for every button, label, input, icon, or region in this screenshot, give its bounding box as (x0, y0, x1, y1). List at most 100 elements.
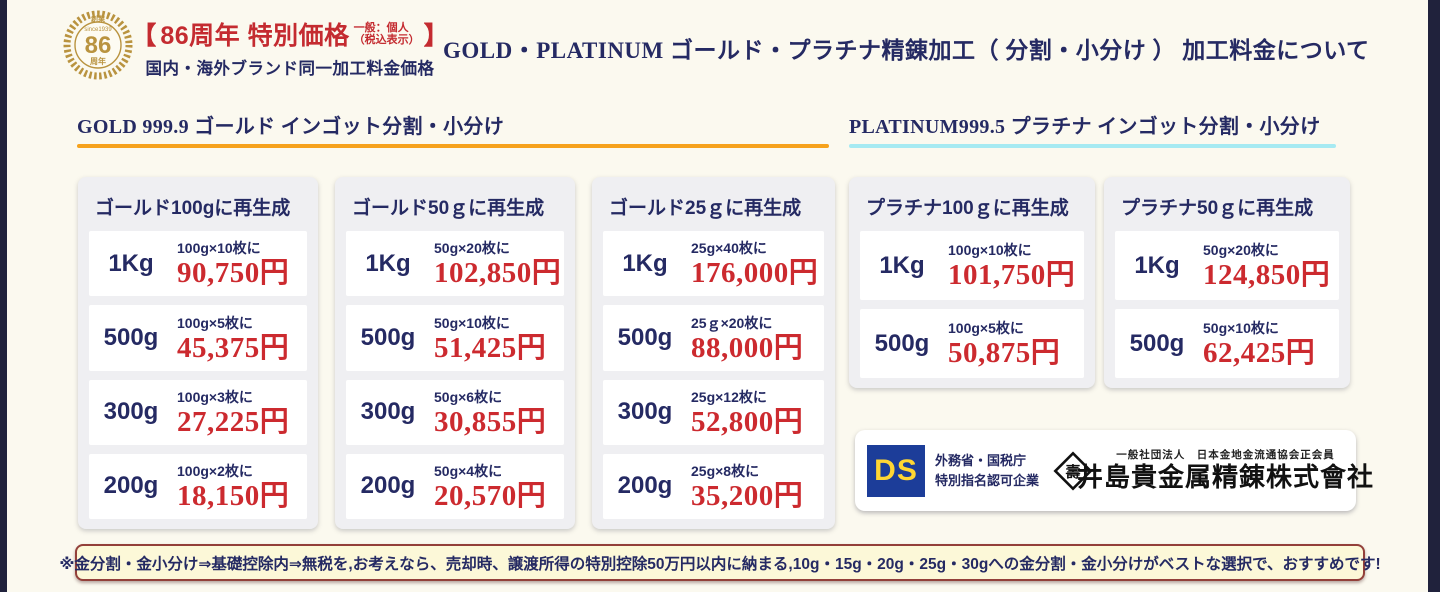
price-row: 1Kg 50g×20枚に 102,850円 (346, 231, 564, 297)
price-row: 1Kg 50g×20枚に 124,850円 (1115, 231, 1339, 300)
price-card-gold-25g: ゴールド25ｇに再生成 1Kg 25g×40枚に 176,000円 500g 2… (592, 177, 835, 529)
piece-count-label: 100g×2枚に (177, 463, 253, 480)
tax-note-top: 一般：個人 (353, 21, 409, 34)
piece-count-label: 100g×5枚に (948, 320, 1024, 337)
weight-label: 200g (617, 472, 673, 500)
same-fee-label: 国内・海外ブランド同一加工料金価格 (145, 60, 435, 78)
price-card-gold-100g: ゴールド100gに再生成 1Kg 100g×10枚に 90,750円 500g … (78, 177, 318, 529)
price-value: 51,425円 (434, 331, 547, 364)
price-card-platinum-100g: プラチナ100ｇに再生成 1Kg 100g×10枚に 101,750円 500g… (849, 177, 1095, 388)
card-title: プラチナ100ｇに再生成 (866, 198, 1069, 219)
badge-number: 86 (85, 32, 112, 59)
weight-label: 1Kg (622, 249, 668, 277)
piece-count-label: 50g×6枚に (434, 388, 503, 405)
piece-count-label: 50g×10枚に (434, 314, 510, 331)
price-value: 52,800円 (691, 405, 804, 438)
bracket-close: 】 (423, 22, 449, 50)
company-banner: DS 外務省・国税庁 特別指名認可企業 壽 一般社団法人 日本金地金流通協会正会… (855, 430, 1373, 511)
price-row: 1Kg 25g×40枚に 176,000円 (603, 231, 824, 297)
card-title: ゴールド25ｇに再生成 (609, 198, 802, 219)
price-row: 300g 25g×12枚に 52,800円 (603, 379, 824, 445)
footer-note-text: ※金分割・金小分け⇒基礎控除内⇒無税を,お考えなら、売却時、譲渡所得の特別控除5… (59, 555, 1381, 573)
piece-count-label: 100g×3枚に (177, 388, 253, 405)
weight-label: 500g (1129, 329, 1185, 357)
weight-label: 500g (103, 323, 159, 351)
weight-label: 1Kg (108, 249, 154, 277)
weight-label: 300g (617, 398, 673, 426)
piece-count-label: 100g×10枚に (177, 240, 261, 257)
badge-since-label: since1939 (84, 27, 112, 33)
price-value: 101,750円 (948, 259, 1076, 292)
piece-count-label: 50g×4枚に (434, 463, 503, 480)
price-value: 20,570円 (434, 480, 547, 513)
special-price-line: 【 86周年 特別価格 一般：個人 （税込表示） 】 (131, 16, 448, 52)
tax-note-bottom: （税込表示） (353, 34, 420, 46)
certification-line2: 特別指名認可企業 (935, 472, 1040, 488)
weight-label: 500g (874, 329, 930, 357)
card-title: プラチナ50ｇに再生成 (1121, 198, 1314, 219)
weight-label: 500g (617, 323, 673, 351)
price-row: 500g 25ｇ×20枚に 88,000円 (603, 305, 824, 371)
piece-count-label: 25g×12枚に (691, 388, 767, 405)
price-value: 176,000円 (691, 257, 819, 290)
footer-note-bar: ※金分割・金小分け⇒基礎控除内⇒無税を,お考えなら、売却時、譲渡所得の特別控除5… (59, 544, 1381, 581)
anniversary-badge: 創業 since1939 86 周年 (63, 10, 133, 80)
weight-label: 500g (360, 323, 416, 351)
right-edge-bar (1428, 0, 1440, 592)
price-row: 200g 25g×8枚に 35,200円 (603, 453, 824, 519)
price-row: 1Kg 100g×10枚に 90,750円 (89, 231, 307, 297)
price-row: 200g 100g×2枚に 18,150円 (89, 453, 307, 519)
certification-line1: 外務省・国税庁 (935, 453, 1027, 468)
price-row: 500g 100g×5枚に 45,375円 (89, 305, 307, 371)
piece-count-label: 50g×20枚に (1203, 242, 1279, 259)
left-edge-bar (0, 0, 7, 592)
weight-label: 300g (360, 398, 416, 426)
price-value: 90,750円 (177, 257, 290, 290)
card-title: ゴールド100gに再生成 (95, 198, 291, 219)
platinum-section-underline (849, 144, 1336, 148)
laurel-wreath-icon (63, 10, 133, 80)
weight-label: 1Kg (879, 251, 925, 279)
price-row: 300g 100g×3枚に 27,225円 (89, 379, 307, 445)
weight-label: 200g (360, 472, 416, 500)
piece-count-label: 100g×10枚に (948, 242, 1032, 259)
gold-section-underline (77, 144, 829, 148)
price-card-gold-50g: ゴールド50ｇに再生成 1Kg 50g×20枚に 102,850円 500g 5… (335, 177, 575, 529)
company-crest-icon: 壽 (1053, 450, 1093, 491)
weight-label: 300g (103, 398, 159, 426)
piece-count-label: 25g×40枚に (691, 240, 767, 257)
bracket-open: 【 (131, 22, 157, 50)
price-value: 102,850円 (434, 257, 562, 290)
piece-count-label: 100g×5枚に (177, 314, 253, 331)
weight-label: 200g (103, 472, 159, 500)
price-value: 18,150円 (177, 480, 290, 513)
price-row: 500g 50g×10枚に 51,425円 (346, 305, 564, 371)
price-card-platinum-50g: プラチナ50ｇに再生成 1Kg 50g×20枚に 124,850円 500g 5… (1104, 177, 1350, 388)
association-membership-label: 一般社団法人 日本金地金流通協会正会員 (1116, 449, 1335, 462)
price-value: 35,200円 (691, 480, 804, 513)
gold-section-heading: GOLD 999.9 ゴールド インゴット分割・小分け (77, 116, 504, 138)
piece-count-label: 25ｇ×20枚に (691, 314, 773, 331)
badge-top-label: 創業 (90, 14, 106, 23)
price-row: 500g 100g×5枚に 50,875円 (860, 309, 1084, 378)
piece-count-label: 25g×8枚に (691, 463, 760, 480)
price-value: 27,225円 (177, 405, 290, 438)
price-value: 88,000円 (691, 331, 804, 364)
page-title: GOLD・PLATINUM ゴールド・プラチナ精錬加工（ 分割・小分け ） 加工… (443, 38, 1370, 63)
price-row: 500g 50g×10枚に 62,425円 (1115, 309, 1339, 378)
ds-logo: DS (867, 444, 925, 497)
weight-label: 1Kg (1134, 251, 1180, 279)
crest-kanji: 壽 (1066, 463, 1081, 481)
company-name-block: 一般社団法人 日本金地金流通協会正会員 井島貴金属精錬株式會社 (1077, 447, 1373, 493)
price-value: 50,875円 (948, 337, 1061, 370)
special-price-label: 86周年 特別価格 (160, 22, 350, 50)
price-value: 45,375円 (177, 331, 290, 364)
platinum-section-heading: PLATINUM999.5 プラチナ インゴット分割・小分け (849, 116, 1321, 138)
price-value: 124,850円 (1203, 259, 1331, 292)
special-price-block: 【 86周年 特別価格 一般：個人 （税込表示） 】 国内・海外ブランド同一加工… (131, 16, 448, 79)
company-name: 井島貴金属精錬株式會社 (1077, 463, 1375, 493)
piece-count-label: 50g×10枚に (1203, 320, 1279, 337)
badge-bottom-label: 周年 (90, 56, 106, 66)
certification-label: 外務省・国税庁 特別指名認可企業 (935, 451, 1039, 490)
price-row: 300g 50g×6枚に 30,855円 (346, 379, 564, 445)
